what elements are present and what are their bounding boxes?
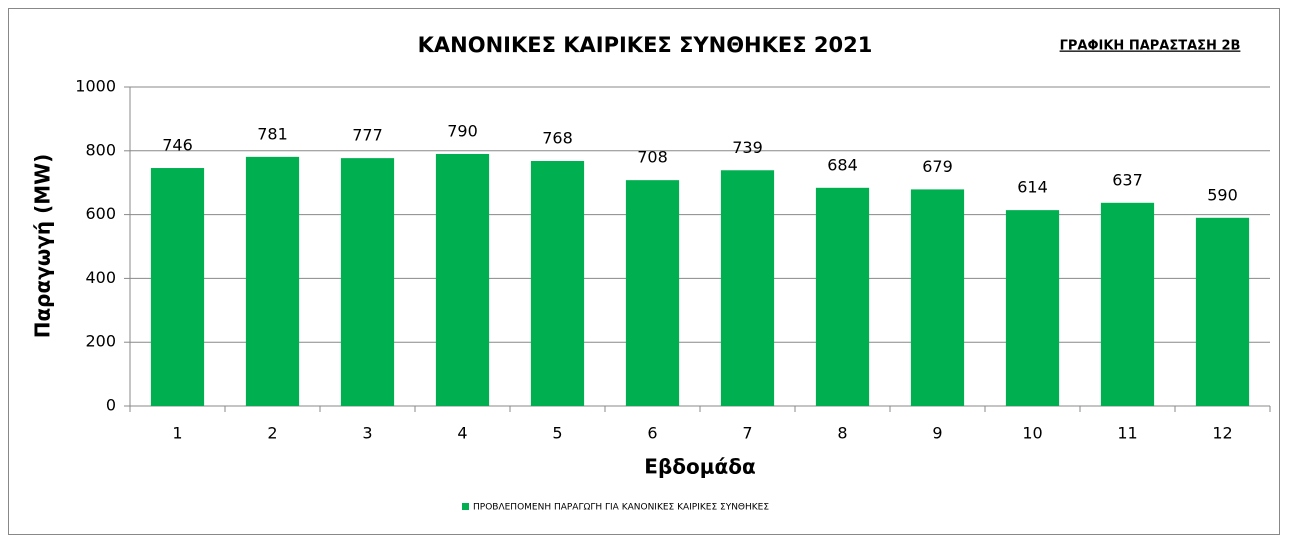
bar xyxy=(910,189,965,406)
y-tick-label: 200 xyxy=(85,332,116,351)
data-label: 590 xyxy=(1207,185,1238,204)
x-tick-label: 3 xyxy=(362,424,372,443)
x-tick-label: 7 xyxy=(742,424,752,443)
bar xyxy=(720,170,775,406)
bar xyxy=(435,153,490,406)
x-axis-label: Εβδομάδα xyxy=(644,455,755,479)
y-tick-label: 0 xyxy=(106,396,116,415)
data-label: 614 xyxy=(1017,178,1048,197)
data-label: 679 xyxy=(922,157,953,176)
y-tick-label: 400 xyxy=(85,268,116,287)
legend-label: ΠΡΟΒΛΕΠΟΜΕΝΗ ΠΑΡΑΓΩΓΗ ΓΙΑ ΚΑΝΟΝΙΚΕΣ ΚΑΙΡ… xyxy=(473,503,769,513)
bar xyxy=(245,156,300,406)
bar xyxy=(625,180,680,406)
data-label: 781 xyxy=(257,124,288,143)
bar xyxy=(1100,202,1155,406)
bar xyxy=(815,187,870,406)
data-label: 708 xyxy=(637,148,668,167)
x-tick-label: 2 xyxy=(267,424,277,443)
y-tick-label: 800 xyxy=(85,140,116,159)
x-tick-label: 4 xyxy=(457,424,467,443)
chart-title: ΚΑΝΟΝΙΚΕΣ ΚΑΙΡΙΚΕΣ ΣΥΝΘΗΚΕΣ 2021 xyxy=(418,33,873,57)
y-tick-label: 600 xyxy=(85,204,116,223)
x-tick-label: 1 xyxy=(172,424,182,443)
y-tick-label: 1000 xyxy=(75,77,116,96)
bar xyxy=(1005,210,1060,406)
data-label: 777 xyxy=(352,126,383,145)
x-tick-label: 9 xyxy=(932,424,942,443)
x-tick-label: 12 xyxy=(1212,424,1232,443)
x-tick-label: 10 xyxy=(1022,424,1042,443)
bar xyxy=(150,168,205,406)
data-label: 637 xyxy=(1112,170,1143,189)
data-label: 790 xyxy=(447,121,478,140)
annotation: ΓΡΑΦΙΚΗ ΠΑΡΑΣΤΑΣΗ 2Β xyxy=(1060,39,1241,54)
y-axis-label: Παραγωγή (MW) xyxy=(31,154,55,339)
x-tick-label: 11 xyxy=(1117,424,1137,443)
x-tick-label: 5 xyxy=(552,424,562,443)
x-tick-label: 6 xyxy=(647,424,657,443)
bar xyxy=(1195,217,1250,406)
data-label: 746 xyxy=(162,136,193,155)
legend-swatch xyxy=(462,503,469,510)
data-label: 768 xyxy=(542,129,573,148)
bar xyxy=(530,161,585,406)
bar xyxy=(340,158,395,406)
x-tick-label: 8 xyxy=(837,424,847,443)
data-label: 739 xyxy=(732,138,763,157)
data-label: 684 xyxy=(827,155,858,174)
